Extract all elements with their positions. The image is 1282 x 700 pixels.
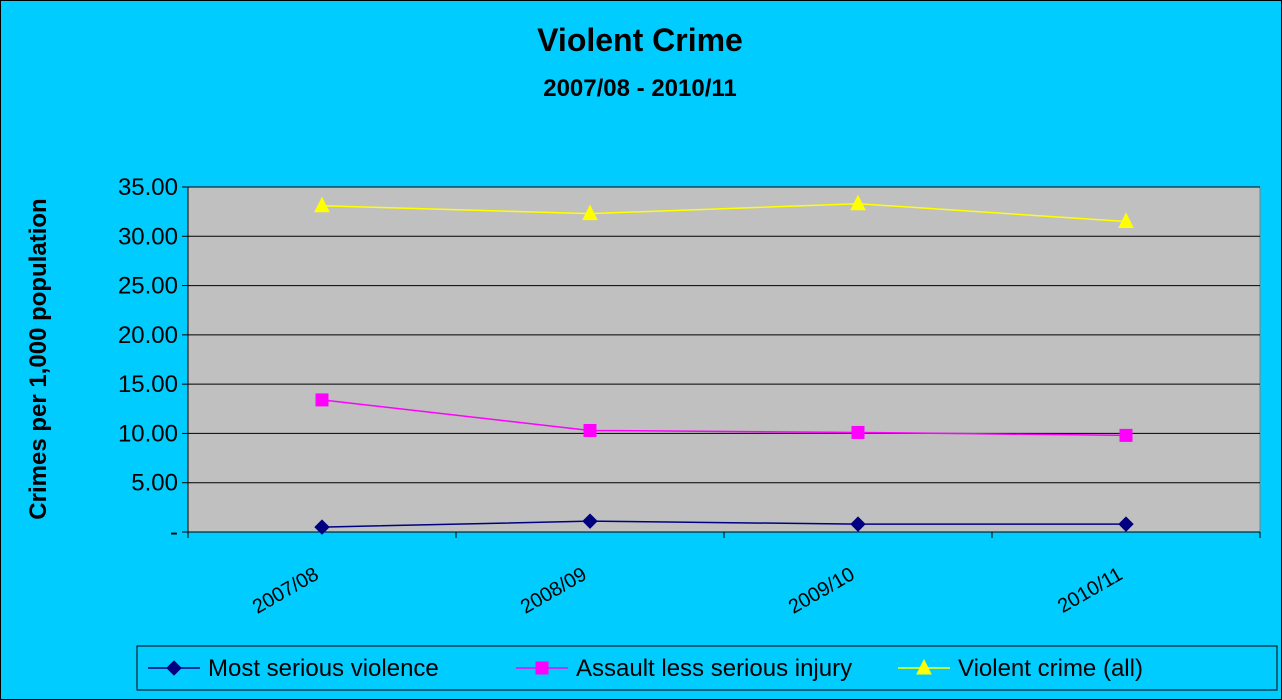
data-point — [583, 423, 597, 437]
x-tick-label: 2007/08 — [249, 563, 323, 618]
data-point — [582, 204, 598, 221]
legend-marker — [535, 661, 549, 675]
data-point — [314, 196, 330, 213]
y-tick-label: 20.00 — [118, 322, 178, 349]
y-tick-label: 10.00 — [118, 420, 178, 447]
y-tick-label: 25.00 — [118, 273, 178, 300]
data-point — [1118, 516, 1134, 532]
y-tick-label: 35.00 — [118, 174, 178, 201]
series-line — [321, 520, 1126, 528]
y-axis-label: Crimes per 1,000 population — [25, 198, 52, 519]
series-group — [314, 194, 1134, 535]
data-point — [1118, 212, 1134, 228]
legend-marker — [166, 660, 182, 676]
plot-area — [187, 186, 1261, 533]
chart-subtitle: 2007/08 - 2010/11 — [543, 75, 737, 102]
chart-title: Violent Crime — [537, 22, 743, 58]
x-tick-label: 2009/10 — [785, 563, 859, 618]
data-point — [1119, 428, 1133, 442]
data-point — [851, 425, 865, 439]
data-point — [315, 393, 329, 407]
data-point — [314, 519, 330, 535]
legend-marker — [916, 658, 932, 675]
data-point — [850, 194, 866, 211]
data-point — [582, 513, 598, 529]
y-tick-label: 5.00 — [131, 470, 178, 497]
legend-entries: Most serious violence Assault less seriou… — [148, 655, 1143, 682]
data-point — [850, 516, 866, 532]
series-line — [321, 399, 1127, 437]
legend-label: Violent crime (all) — [958, 655, 1143, 682]
x-tick-label: 2008/09 — [517, 563, 591, 618]
y-tick-label: 15.00 — [118, 371, 178, 398]
gridlines — [188, 186, 1260, 484]
legend-label: Most serious violence — [208, 655, 439, 682]
y-tick-label: 30.00 — [118, 223, 178, 250]
legend — [136, 645, 1278, 691]
x-tick-label: 2010/11 — [1054, 563, 1126, 617]
y-tick-label: - — [170, 519, 178, 546]
legend-label: Assault less serious injury — [576, 655, 852, 682]
series-line — [321, 203, 1127, 223]
